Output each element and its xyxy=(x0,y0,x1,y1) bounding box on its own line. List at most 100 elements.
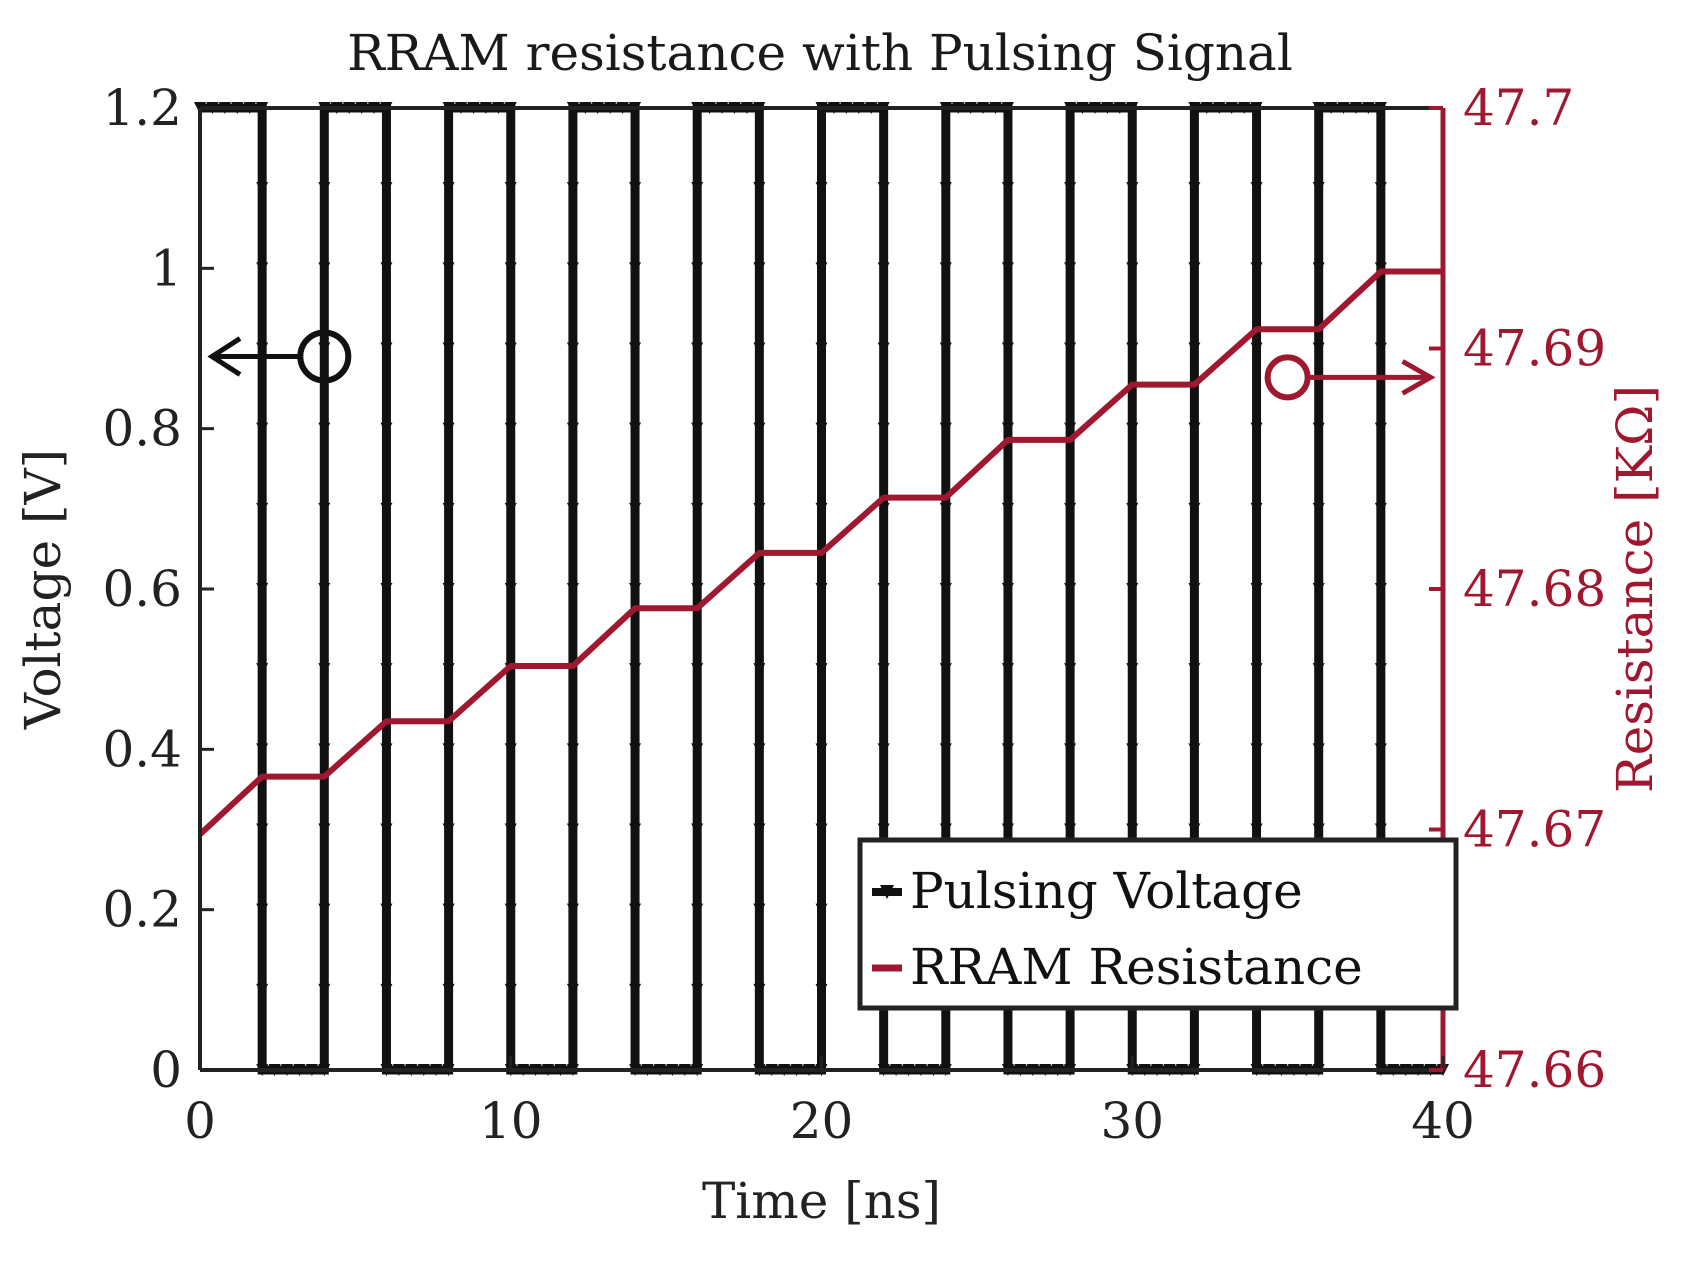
voltage-marker xyxy=(815,583,828,595)
voltage-marker xyxy=(939,583,952,595)
voltage-marker xyxy=(1188,663,1201,676)
voltage-marker xyxy=(1250,583,1263,595)
voltage-marker xyxy=(1312,583,1325,595)
voltage-marker xyxy=(1126,663,1139,676)
voltage-marker xyxy=(442,823,455,836)
voltage-marker xyxy=(1250,502,1263,515)
voltage-marker xyxy=(504,583,517,595)
voltage-marker xyxy=(629,502,642,515)
voltage-marker xyxy=(1250,743,1263,756)
voltage-marker xyxy=(629,903,642,916)
voltage-marker xyxy=(1312,502,1325,515)
voltage-marker xyxy=(877,262,890,275)
x-axis-label: Time [ns] xyxy=(702,1172,941,1230)
voltage-marker xyxy=(380,342,393,355)
voltage-marker xyxy=(318,823,331,836)
voltage-marker xyxy=(504,903,517,916)
voltage-marker xyxy=(256,502,269,515)
voltage-marker xyxy=(1064,663,1077,676)
voltage-marker xyxy=(442,182,455,195)
voltage-marker xyxy=(1250,262,1263,275)
voltage-marker xyxy=(629,743,642,756)
voltage-marker xyxy=(380,182,393,195)
x-tick-label: 0 xyxy=(184,1092,216,1150)
voltage-marker xyxy=(1188,583,1201,595)
right-y-axis-label: Resistance [KΩ] xyxy=(1606,385,1664,793)
left-y-tick-label: 0.2 xyxy=(102,881,182,939)
voltage-marker xyxy=(691,983,704,996)
voltage-marker xyxy=(380,422,393,435)
voltage-marker xyxy=(815,663,828,676)
voltage-marker xyxy=(318,502,331,515)
voltage-marker xyxy=(380,262,393,275)
voltage-marker xyxy=(815,182,828,195)
left-axis-indicator-arrowhead xyxy=(207,336,242,377)
voltage-marker xyxy=(318,342,331,355)
voltage-marker xyxy=(1064,422,1077,435)
voltage-marker xyxy=(1001,502,1014,515)
voltage-marker xyxy=(877,823,890,836)
voltage-marker xyxy=(629,583,642,595)
voltage-marker xyxy=(753,663,766,676)
voltage-marker xyxy=(256,182,269,195)
voltage-marker xyxy=(815,903,828,916)
voltage-marker xyxy=(1188,342,1201,355)
voltage-marker xyxy=(504,983,517,996)
voltage-marker xyxy=(1126,743,1139,756)
voltage-marker xyxy=(442,502,455,515)
voltage-marker xyxy=(566,342,579,355)
voltage-marker xyxy=(504,262,517,275)
voltage-marker xyxy=(691,262,704,275)
voltage-marker xyxy=(1126,342,1139,355)
voltage-marker xyxy=(1312,663,1325,676)
voltage-marker xyxy=(1374,182,1387,195)
voltage-marker xyxy=(442,663,455,676)
voltage-marker xyxy=(1312,262,1325,275)
voltage-marker xyxy=(380,983,393,996)
voltage-marker xyxy=(753,182,766,195)
voltage-marker xyxy=(815,262,828,275)
voltage-marker xyxy=(1126,823,1139,836)
voltage-marker xyxy=(1064,743,1077,756)
voltage-marker xyxy=(1312,823,1325,836)
voltage-marker xyxy=(380,502,393,515)
voltage-marker xyxy=(753,422,766,435)
right-y-tick-label: 47.67 xyxy=(1463,801,1606,859)
voltage-marker xyxy=(691,823,704,836)
voltage-marker xyxy=(318,903,331,916)
voltage-marker xyxy=(877,342,890,355)
voltage-marker xyxy=(380,743,393,756)
right-y-tick-label: 47.7 xyxy=(1463,79,1574,137)
voltage-marker xyxy=(566,583,579,595)
voltage-marker xyxy=(691,743,704,756)
voltage-marker xyxy=(877,583,890,595)
voltage-marker xyxy=(1374,342,1387,355)
voltage-marker xyxy=(380,903,393,916)
voltage-marker xyxy=(753,903,766,916)
left-y-tick-label: 1.2 xyxy=(102,79,182,137)
voltage-marker xyxy=(629,663,642,676)
voltage-marker xyxy=(1126,583,1139,595)
voltage-marker xyxy=(380,663,393,676)
voltage-marker xyxy=(1312,342,1325,355)
voltage-marker xyxy=(566,983,579,996)
voltage-marker xyxy=(629,983,642,996)
voltage-marker xyxy=(442,583,455,595)
voltage-marker xyxy=(1001,182,1014,195)
voltage-marker xyxy=(1064,502,1077,515)
voltage-marker xyxy=(629,342,642,355)
voltage-marker xyxy=(256,583,269,595)
voltage-marker xyxy=(1001,823,1014,836)
voltage-marker xyxy=(691,182,704,195)
right-y-tick-label: 47.68 xyxy=(1463,560,1606,618)
voltage-marker xyxy=(1188,262,1201,275)
voltage-marker xyxy=(318,583,331,595)
voltage-marker xyxy=(815,743,828,756)
voltage-marker xyxy=(380,823,393,836)
voltage-marker xyxy=(1001,342,1014,355)
voltage-marker xyxy=(877,663,890,676)
voltage-marker xyxy=(1064,182,1077,195)
left-y-tick-label: 0.6 xyxy=(102,560,182,618)
voltage-marker xyxy=(629,182,642,195)
